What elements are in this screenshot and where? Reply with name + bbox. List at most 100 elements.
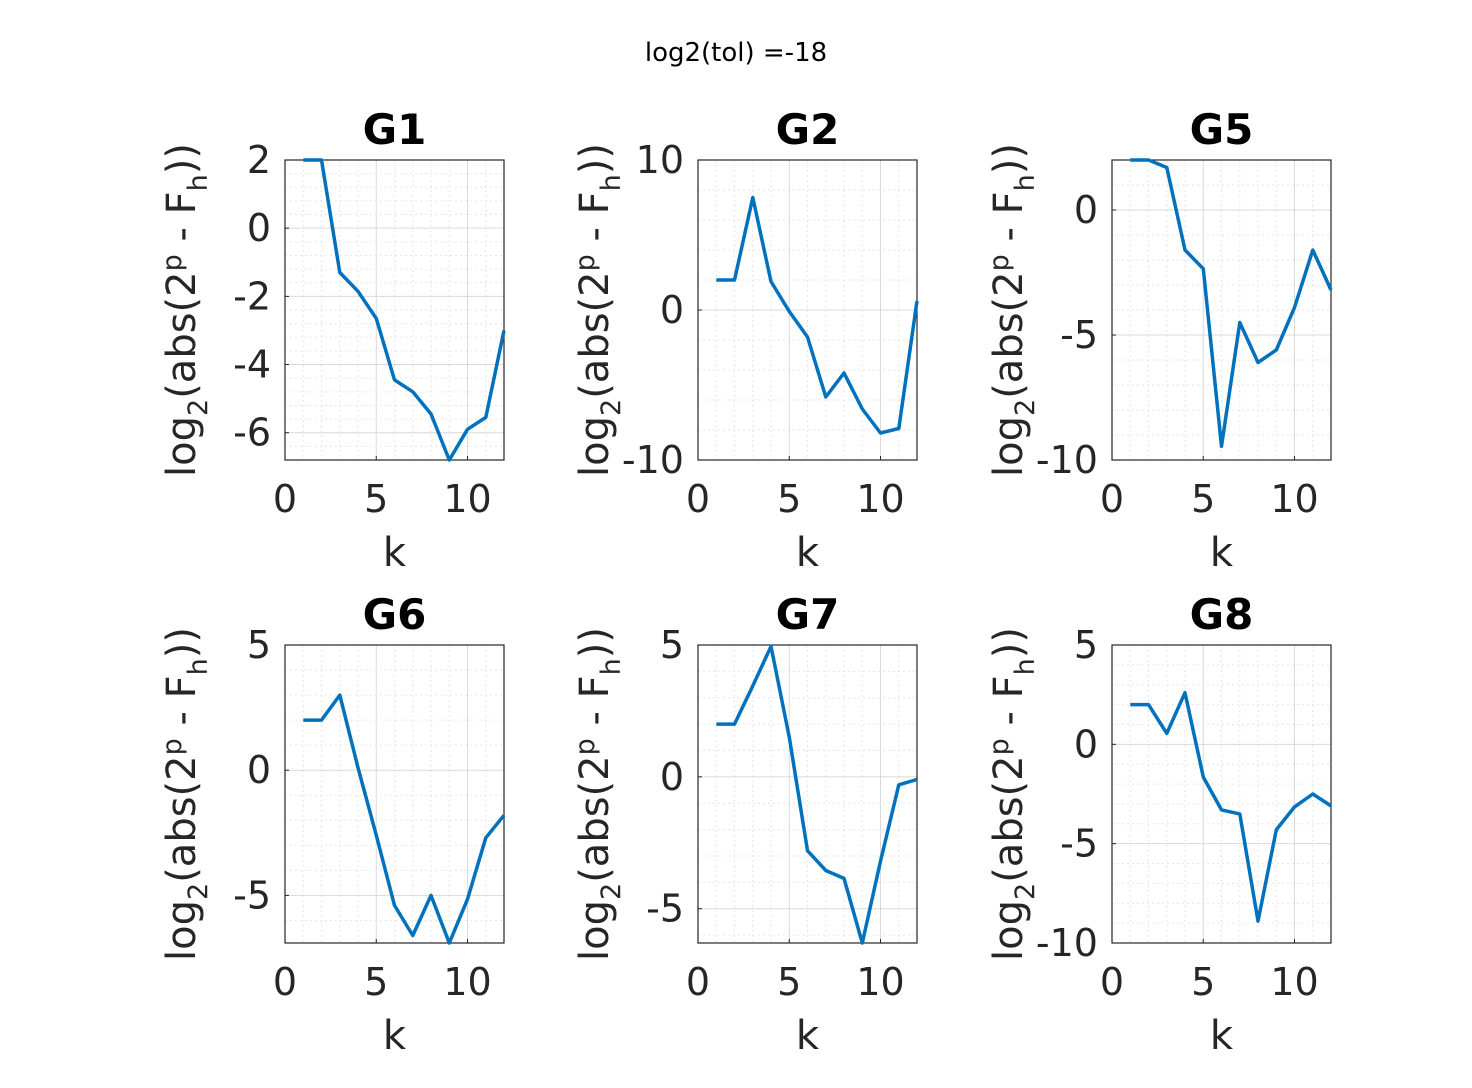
grid [285, 160, 504, 460]
y-axis-label-part: 2 [596, 399, 627, 416]
y-axis-label-part: - F [159, 191, 205, 254]
subplot-title: G5 [1190, 105, 1254, 154]
y-axis-label: log2(abs(2p - Fh)) [157, 627, 214, 961]
x-tick-label: 5 [1191, 477, 1215, 521]
y-axis-label-part: h [183, 174, 214, 191]
x-axis-label: k [383, 1013, 407, 1059]
y-axis-label-part: 2 [183, 399, 214, 416]
x-tick-label: 10 [1270, 477, 1318, 521]
axes-frame [284, 644, 505, 944]
x-tick-label: 5 [364, 960, 388, 1004]
x-axis-label: k [1210, 530, 1234, 576]
y-axis-label-part: h [1010, 658, 1041, 675]
x-tick-label: 5 [1191, 960, 1215, 1004]
y-axis-label: log2(abs(2p - Fh)) [570, 627, 627, 961]
axes-frame [697, 644, 918, 944]
subplot-title: G7 [776, 590, 840, 639]
y-tick-label: -5 [1060, 822, 1098, 866]
y-axis-label-part: - F [572, 191, 618, 254]
series-line [716, 195, 919, 435]
x-tick-label: 0 [686, 477, 710, 521]
subplot-title: G1 [363, 105, 427, 154]
y-axis-label-part: - F [159, 675, 205, 738]
y-axis-label-part: h [596, 658, 627, 675]
y-axis-label-part: - F [986, 191, 1032, 254]
y-tick-label: 10 [636, 138, 684, 182]
y-axis-label-part: p [157, 738, 188, 755]
axes-frame [1111, 159, 1332, 461]
y-axis-label-part: )) [572, 627, 618, 658]
y-tick-label: 0 [660, 755, 684, 799]
y-tick-label: 5 [1074, 623, 1098, 667]
series-line [1130, 158, 1333, 449]
y-axis-label-part: log [986, 416, 1032, 477]
y-axis-label-part: )) [986, 627, 1032, 658]
y-axis-label-part: p [570, 738, 601, 755]
y-axis-label-part: )) [159, 143, 205, 174]
y-axis-label-part: )) [159, 627, 205, 658]
y-tick-label: -5 [1060, 313, 1098, 357]
y-tick-label: -2 [233, 274, 271, 318]
subplot-title: G8 [1190, 590, 1254, 639]
x-tick-label: 5 [364, 477, 388, 521]
series-line [716, 644, 918, 945]
y-axis-label-part: 2 [1010, 399, 1041, 416]
y-axis-label-part: p [984, 254, 1015, 271]
axes-frame [284, 159, 505, 461]
y-axis-label-part: (abs(2 [572, 755, 618, 882]
series-line [303, 158, 506, 462]
y-tick-label: -10 [1036, 438, 1098, 482]
y-axis-label-part: p [984, 738, 1015, 755]
axes-frame [1111, 644, 1332, 944]
y-tick-label: -5 [233, 873, 271, 917]
y-tick-label: -10 [622, 438, 684, 482]
y-axis-label-part: h [1010, 174, 1041, 191]
y-axis-label-part: p [570, 254, 601, 271]
series-line [303, 693, 506, 945]
y-axis-label-part: log [572, 900, 618, 961]
y-axis-label-part: - F [986, 675, 1032, 738]
subplot-g8: 0 5 10 -10 -5 0 5 G8 k log2(abs(2p - Fh)) [984, 590, 1332, 1059]
y-tick-label: 0 [247, 748, 271, 792]
y-axis-label-part: (abs(2 [986, 271, 1032, 398]
x-tick-label: 0 [686, 960, 710, 1004]
subplot-title: G2 [776, 105, 840, 154]
y-tick-label: -5 [646, 887, 684, 931]
y-axis-label-part: log [986, 900, 1032, 961]
y-axis-label: log2(abs(2p - Fh)) [984, 143, 1041, 477]
x-tick-label: 0 [1100, 477, 1124, 521]
y-axis-label-part: 2 [183, 883, 214, 900]
x-tick-label: 5 [777, 960, 801, 1004]
y-tick-label: -4 [233, 343, 271, 387]
y-axis-label-part: log [159, 416, 205, 477]
y-tick-label: 0 [1074, 188, 1098, 232]
x-tick-label: 0 [1100, 960, 1124, 1004]
y-axis-label-part: p [157, 254, 188, 271]
y-axis-label: log2(abs(2p - Fh)) [157, 143, 214, 477]
y-axis-label-part: 2 [1010, 883, 1041, 900]
y-axis-label-part: )) [986, 143, 1032, 174]
x-axis-label: k [796, 530, 820, 576]
x-tick-label: 0 [273, 477, 297, 521]
y-axis-label: log2(abs(2p - Fh)) [570, 143, 627, 477]
x-tick-label: 5 [777, 477, 801, 521]
y-tick-label: 5 [247, 623, 271, 667]
y-axis-label-part: 2 [596, 883, 627, 900]
x-tick-label: 10 [856, 477, 904, 521]
x-axis-label: k [796, 1013, 820, 1059]
y-tick-label: 5 [660, 623, 684, 667]
x-tick-label: 10 [1270, 960, 1318, 1004]
y-axis-label-part: (abs(2 [159, 755, 205, 882]
y-axis-label-part: h [183, 658, 214, 675]
grid [698, 160, 917, 460]
series-line [1130, 690, 1332, 923]
y-tick-label: -10 [1036, 921, 1098, 965]
figure-suptitle: log2(tol) =-18 [645, 38, 827, 68]
y-axis-label-part: (abs(2 [159, 271, 205, 398]
